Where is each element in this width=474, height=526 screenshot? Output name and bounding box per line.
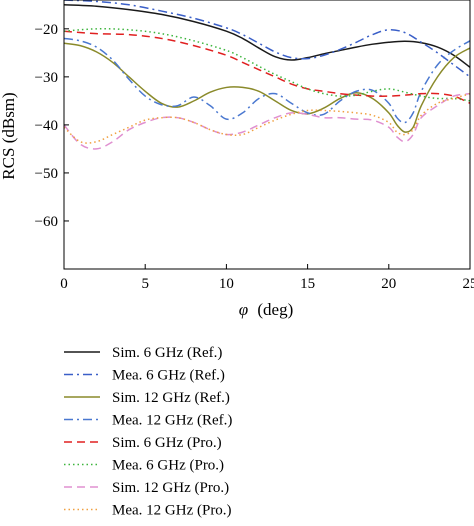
series-line-2 [64,0,470,78]
legend-label-2: Mea. 6 GHz (Ref.) [112,368,225,384]
legend: Sim. 6 GHz (Ref.) Mea. 6 GHz (Ref.) Sim. 1… [64,345,232,519]
series-line-7 [64,92,470,150]
series-line-3 [64,42,470,133]
legend-label-6: Mea. 6 GHz (Pro.) [112,458,224,474]
plot-frame [63,0,471,270]
y-axis-label: RCS (dBsm) [0,92,18,179]
x-axis-unit: (deg) [257,300,293,319]
x-axis: 0 5 10 15 20 25 [60,264,474,292]
y-tick-label: −50 [35,166,58,182]
y-tick-label: −30 [35,70,58,86]
legend-label-1: Sim. 6 GHz (Ref.) [112,345,222,361]
y-axis: −20 −30 −40 −50 −60 [35,22,69,230]
series-line-5 [64,30,470,104]
y-tick-label: −40 [35,118,58,134]
x-tick-label: 25 [463,276,474,292]
y-tick-label: −60 [35,214,58,230]
y-tick-label: −20 [35,22,58,38]
x-tick-label: 0 [60,276,68,292]
x-axis-label: φ (deg) [239,300,294,319]
series-line-8 [64,92,470,144]
legend-label-5: Sim. 6 GHz (Pro.) [112,435,222,451]
x-axis-symbol: φ [239,300,248,319]
x-tick-label: 5 [141,276,149,292]
series-line-4 [64,37,470,124]
series-line-1 [64,4,470,68]
series-layer [64,0,470,150]
x-tick-label: 15 [300,276,315,292]
x-tick-label: 20 [381,276,396,292]
x-tick-label: 10 [219,276,234,292]
legend-label-7: Sim. 12 GHz (Pro.) [112,480,229,496]
legend-label-8: Mea. 12 GHz (Pro.) [112,503,232,519]
legend-label-4: Mea. 12 GHz (Ref.) [112,413,232,429]
series-line-6 [64,28,470,102]
legend-label-3: Sim. 12 GHz (Ref.) [112,390,230,406]
